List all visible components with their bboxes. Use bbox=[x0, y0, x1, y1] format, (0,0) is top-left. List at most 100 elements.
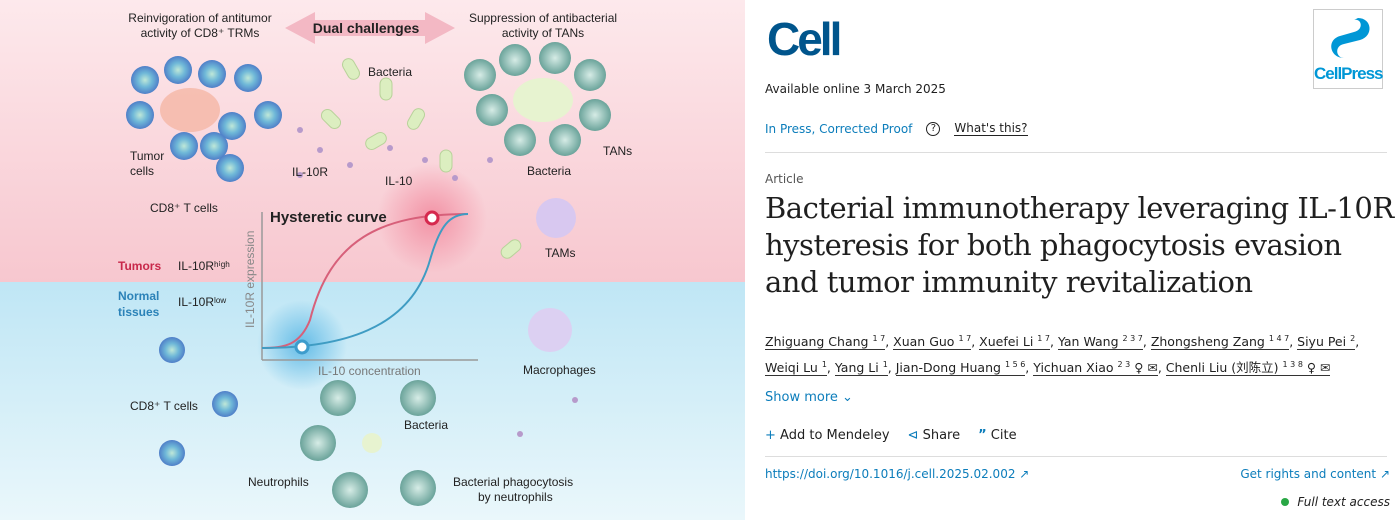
author-link[interactable]: Weiqi Lu 1 bbox=[765, 360, 827, 377]
bacteria-cloud bbox=[320, 58, 522, 259]
t-cells-top bbox=[126, 56, 282, 182]
label-bacteria-bottom: Bacteria bbox=[404, 418, 448, 432]
author-affiliation: 1 7 bbox=[958, 334, 972, 343]
label-dual-challenges: Dual challenges bbox=[313, 20, 420, 36]
dual-arrow bbox=[285, 12, 455, 44]
person-mail-icon: ♀ ✉ bbox=[1130, 360, 1158, 376]
cellpress-logo[interactable]: CellPress bbox=[1313, 9, 1384, 89]
author-name: Zhiguang Chang bbox=[765, 334, 869, 350]
label-phagocytosis: Bacterial phagocytosis bbox=[453, 475, 573, 489]
cell-journal-logo[interactable]: Cell bbox=[767, 13, 842, 65]
article-header: Cell CellPress Available online 3 March … bbox=[765, 0, 1400, 520]
author-link[interactable]: Zhiguang Chang 1 7 bbox=[765, 334, 886, 351]
y-axis-label: IL-10R expression bbox=[243, 231, 257, 328]
label-tumors: Tumors bbox=[118, 259, 161, 273]
label-tams: TAMs bbox=[545, 246, 575, 260]
label-reinvigoration: Reinvigoration of antitumor bbox=[128, 11, 271, 25]
author-link[interactable]: Siyu Pei 2 bbox=[1297, 334, 1356, 351]
doi-link[interactable]: https://doi.org/10.1016/j.cell.2025.02.0… bbox=[765, 467, 1029, 481]
divider-2 bbox=[765, 456, 1387, 457]
author-name: Yan Wang bbox=[1057, 334, 1119, 350]
person-mail-icon: ♀ ✉ bbox=[1302, 360, 1331, 376]
plus-icon: + bbox=[765, 428, 776, 443]
author-link[interactable]: Zhongsheng Zang 1 4 7 bbox=[1150, 334, 1290, 351]
label-suppression-2: activity of TANs bbox=[502, 26, 584, 40]
chevron-down-icon: ⌄ bbox=[842, 390, 853, 405]
author-link[interactable]: Yan Wang 2 3 7 bbox=[1057, 334, 1143, 351]
label-reinvigoration-2: activity of CD8⁺ TRMs bbox=[141, 26, 260, 40]
status-row: In Press, Corrected Proof ? What's this? bbox=[765, 121, 1028, 136]
author-name: Chenli Liu (刘陈立) bbox=[1165, 360, 1279, 376]
hysteretic-curve-chart bbox=[261, 210, 478, 361]
access-dot-icon bbox=[1281, 498, 1290, 506]
label-neutrophils: Neutrophils bbox=[248, 475, 309, 489]
author-affiliation: 2 bbox=[1350, 334, 1356, 343]
curve-descending bbox=[261, 213, 469, 349]
cellpress-label: CellPress bbox=[1314, 64, 1384, 83]
share-icon: ⊲ bbox=[907, 428, 919, 443]
divider bbox=[765, 152, 1387, 153]
show-more-button[interactable]: Show more ⌄ bbox=[765, 390, 853, 405]
x-axis-label: IL-10 concentration bbox=[318, 364, 421, 378]
cite-label: Cite bbox=[990, 428, 1017, 443]
available-online: Available online 3 March 2025 bbox=[765, 82, 946, 96]
rights-link[interactable]: Get rights and content ↗ bbox=[1240, 467, 1390, 481]
cellpress-mark-icon bbox=[1331, 18, 1370, 58]
external-link-icon: ↗ bbox=[1019, 467, 1030, 481]
full-text-access: Full text access bbox=[1281, 495, 1390, 509]
add-to-mendeley-button[interactable]: + Add to Mendeley bbox=[765, 428, 890, 443]
author-name: Xuefei Li bbox=[979, 334, 1034, 350]
label-hysteretic-curve: Hysteretic curve bbox=[270, 209, 387, 226]
curve-ascending bbox=[261, 213, 469, 349]
label-suppression: Suppression of antibacterial bbox=[469, 11, 617, 25]
author-link[interactable]: Xuefei Li 1 7 bbox=[979, 334, 1051, 351]
help-icon[interactable]: ? bbox=[926, 121, 941, 136]
graphical-abstract: Reinvigoration of antitumor activity of … bbox=[0, 0, 745, 520]
label-tissues: tissues bbox=[118, 305, 160, 319]
author-name: Jian-Dong Huang bbox=[895, 360, 1001, 376]
author-name: Yichuan Xiao bbox=[1033, 360, 1114, 376]
label-tans: TANs bbox=[603, 144, 632, 158]
rights-text: Get rights and content bbox=[1240, 467, 1377, 481]
label-macrophages: Macrophages bbox=[523, 363, 596, 377]
label-bacteria: Bacteria bbox=[368, 65, 412, 79]
article-title: Bacterial immunotherapy leveraging IL-10… bbox=[765, 191, 1394, 299]
external-link-icon: ↗ bbox=[1379, 467, 1390, 481]
article-type: Article bbox=[765, 172, 804, 186]
mendeley-label: Add to Mendeley bbox=[780, 428, 890, 443]
author-link[interactable]: Chenli Liu (刘陈立) 1 3 8 ♀ ✉ bbox=[1165, 360, 1331, 377]
author-affiliation: 1 7 bbox=[1037, 334, 1051, 343]
label-cells: cells bbox=[130, 164, 154, 178]
status-text: In Press, Corrected Proof bbox=[765, 121, 913, 136]
author-affiliation: 2 3 7 bbox=[1122, 334, 1143, 343]
show-more-label: Show more bbox=[765, 390, 838, 405]
action-bar: + Add to Mendeley ⊲ Share ” Cite bbox=[765, 428, 1017, 443]
author-link[interactable]: Jian-Dong Huang 1 5 6 bbox=[895, 360, 1026, 377]
label-bacteria-tans: Bacteria bbox=[527, 164, 571, 178]
author-name: Siyu Pei bbox=[1297, 334, 1347, 350]
label-phagocytosis-2: by neutrophils bbox=[478, 490, 553, 504]
author-name: Weiqi Lu bbox=[765, 360, 818, 376]
author-name: Xuan Guo bbox=[893, 334, 955, 350]
cite-button[interactable]: ” Cite bbox=[978, 428, 1016, 443]
author-affiliation: 1 4 7 bbox=[1268, 334, 1290, 343]
author-affiliation: 1 7 bbox=[872, 334, 886, 343]
quote-icon: ” bbox=[978, 428, 987, 443]
access-label: Full text access bbox=[1297, 495, 1390, 509]
label-il10r-low: IL-10Rˡᵒʷ bbox=[178, 295, 226, 309]
whats-this-link[interactable]: What's this? bbox=[954, 121, 1028, 136]
author-name: Yang Li bbox=[834, 360, 879, 376]
share-button[interactable]: ⊲ Share bbox=[908, 428, 961, 443]
author-link[interactable]: Yichuan Xiao 2 3 ♀ ✉ bbox=[1033, 360, 1158, 377]
author-link[interactable]: Yang Li 1 bbox=[834, 360, 888, 377]
high-state-marker bbox=[424, 210, 440, 226]
label-cd8-bottom: CD8⁺ T cells bbox=[130, 399, 198, 413]
author-link[interactable]: Xuan Guo 1 7 bbox=[893, 334, 972, 351]
il10-particles bbox=[297, 127, 578, 437]
label-il10: IL-10 bbox=[385, 174, 413, 188]
author-affiliation: 2 3 bbox=[1117, 360, 1131, 370]
author-affiliation: 1 bbox=[882, 360, 888, 370]
normal-cells bbox=[159, 308, 572, 508]
label-il10r: IL-10R bbox=[292, 165, 328, 179]
author-affiliation: 1 3 8 bbox=[1282, 360, 1303, 370]
